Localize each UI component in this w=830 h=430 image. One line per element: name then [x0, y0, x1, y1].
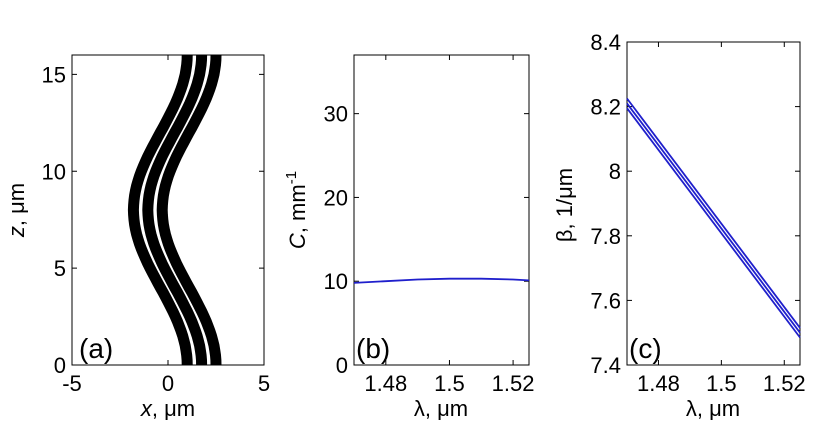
waveguide-1 — [127, 54, 193, 366]
x-tick-label: 1.5 — [706, 371, 737, 396]
panel-a-xlabel: x, μm — [140, 396, 195, 421]
waveguide-3 — [156, 54, 222, 366]
panel-b-tag: (b) — [356, 333, 390, 364]
y-tick-label: 15 — [42, 62, 66, 87]
panel-a-curves — [127, 54, 222, 366]
panel-c-frame — [626, 41, 801, 366]
x-tick-label: -5 — [62, 371, 82, 396]
series-line-3 — [626, 107, 801, 339]
y-tick-label: 7.4 — [590, 353, 621, 378]
y-tick-label: 5 — [54, 256, 66, 281]
panel-a-ylabel: z, μm — [4, 183, 29, 238]
series-line-1 — [626, 97, 801, 329]
panel-a-frame — [71, 54, 265, 366]
panel-c-ylabel: β, 1/μm — [552, 168, 577, 242]
x-tick-label: 1.52 — [763, 371, 806, 396]
y-tick-label: 0 — [336, 353, 348, 378]
panel-b-curves — [353, 277, 530, 284]
panel-b-frame — [353, 54, 530, 366]
panel-b-ylabel: C, mm-1 — [283, 171, 310, 249]
panel-a-tag: (a) — [79, 333, 113, 364]
panel-c-yticks: 7.4 7.6 7.8 8 8.2 8.4 — [590, 30, 800, 378]
y-tick-label: 7.6 — [590, 288, 621, 313]
panel-a-xticks: -5 0 5 — [62, 55, 270, 396]
x-tick-label: 1.52 — [492, 371, 535, 396]
x-tick-label: 1.5 — [434, 371, 465, 396]
y-tick-label: 10 — [42, 159, 66, 184]
panel-a-yticks: 0 5 10 15 — [42, 62, 264, 378]
x-tick-label: 0 — [162, 371, 174, 396]
panel-b: 1.48 1.5 1.52 0 10 20 30 (b) λ, μm C, mm-1 — [283, 54, 535, 421]
panel-b-xticks: 1.48 1.5 1.52 — [364, 55, 535, 396]
y-tick-label: 8.2 — [590, 95, 621, 120]
y-tick-label: 7.8 — [590, 224, 621, 249]
y-tick-label: 30 — [324, 102, 348, 127]
x-tick-label: 1.48 — [364, 371, 407, 396]
panel-c-xlabel: λ, μm — [686, 396, 740, 421]
panel-c-curves — [626, 97, 801, 339]
panel-c-tag: (c) — [629, 333, 662, 364]
panel-c-xticks: 1.48 1.5 1.52 — [637, 42, 806, 396]
y-tick-label: 20 — [324, 185, 348, 210]
panel-b-xlabel: λ, μm — [414, 396, 468, 421]
panel-c: 1.48 1.5 1.52 7.4 7.6 7.8 8 8.2 8.4 (c) λ, μm β… — [552, 30, 806, 421]
x-tick-label: 1.48 — [637, 371, 680, 396]
waveguide-2 — [142, 54, 208, 366]
series-line-1 — [353, 277, 530, 284]
panel-b-yticks: 0 10 20 30 — [324, 102, 529, 378]
y-tick-label: 8 — [609, 159, 621, 184]
y-tick-label: 8.4 — [590, 30, 621, 55]
y-tick-label: 10 — [324, 269, 348, 294]
series-line-2 — [626, 102, 801, 334]
y-tick-label: 0 — [54, 353, 66, 378]
x-tick-label: 5 — [258, 371, 270, 396]
